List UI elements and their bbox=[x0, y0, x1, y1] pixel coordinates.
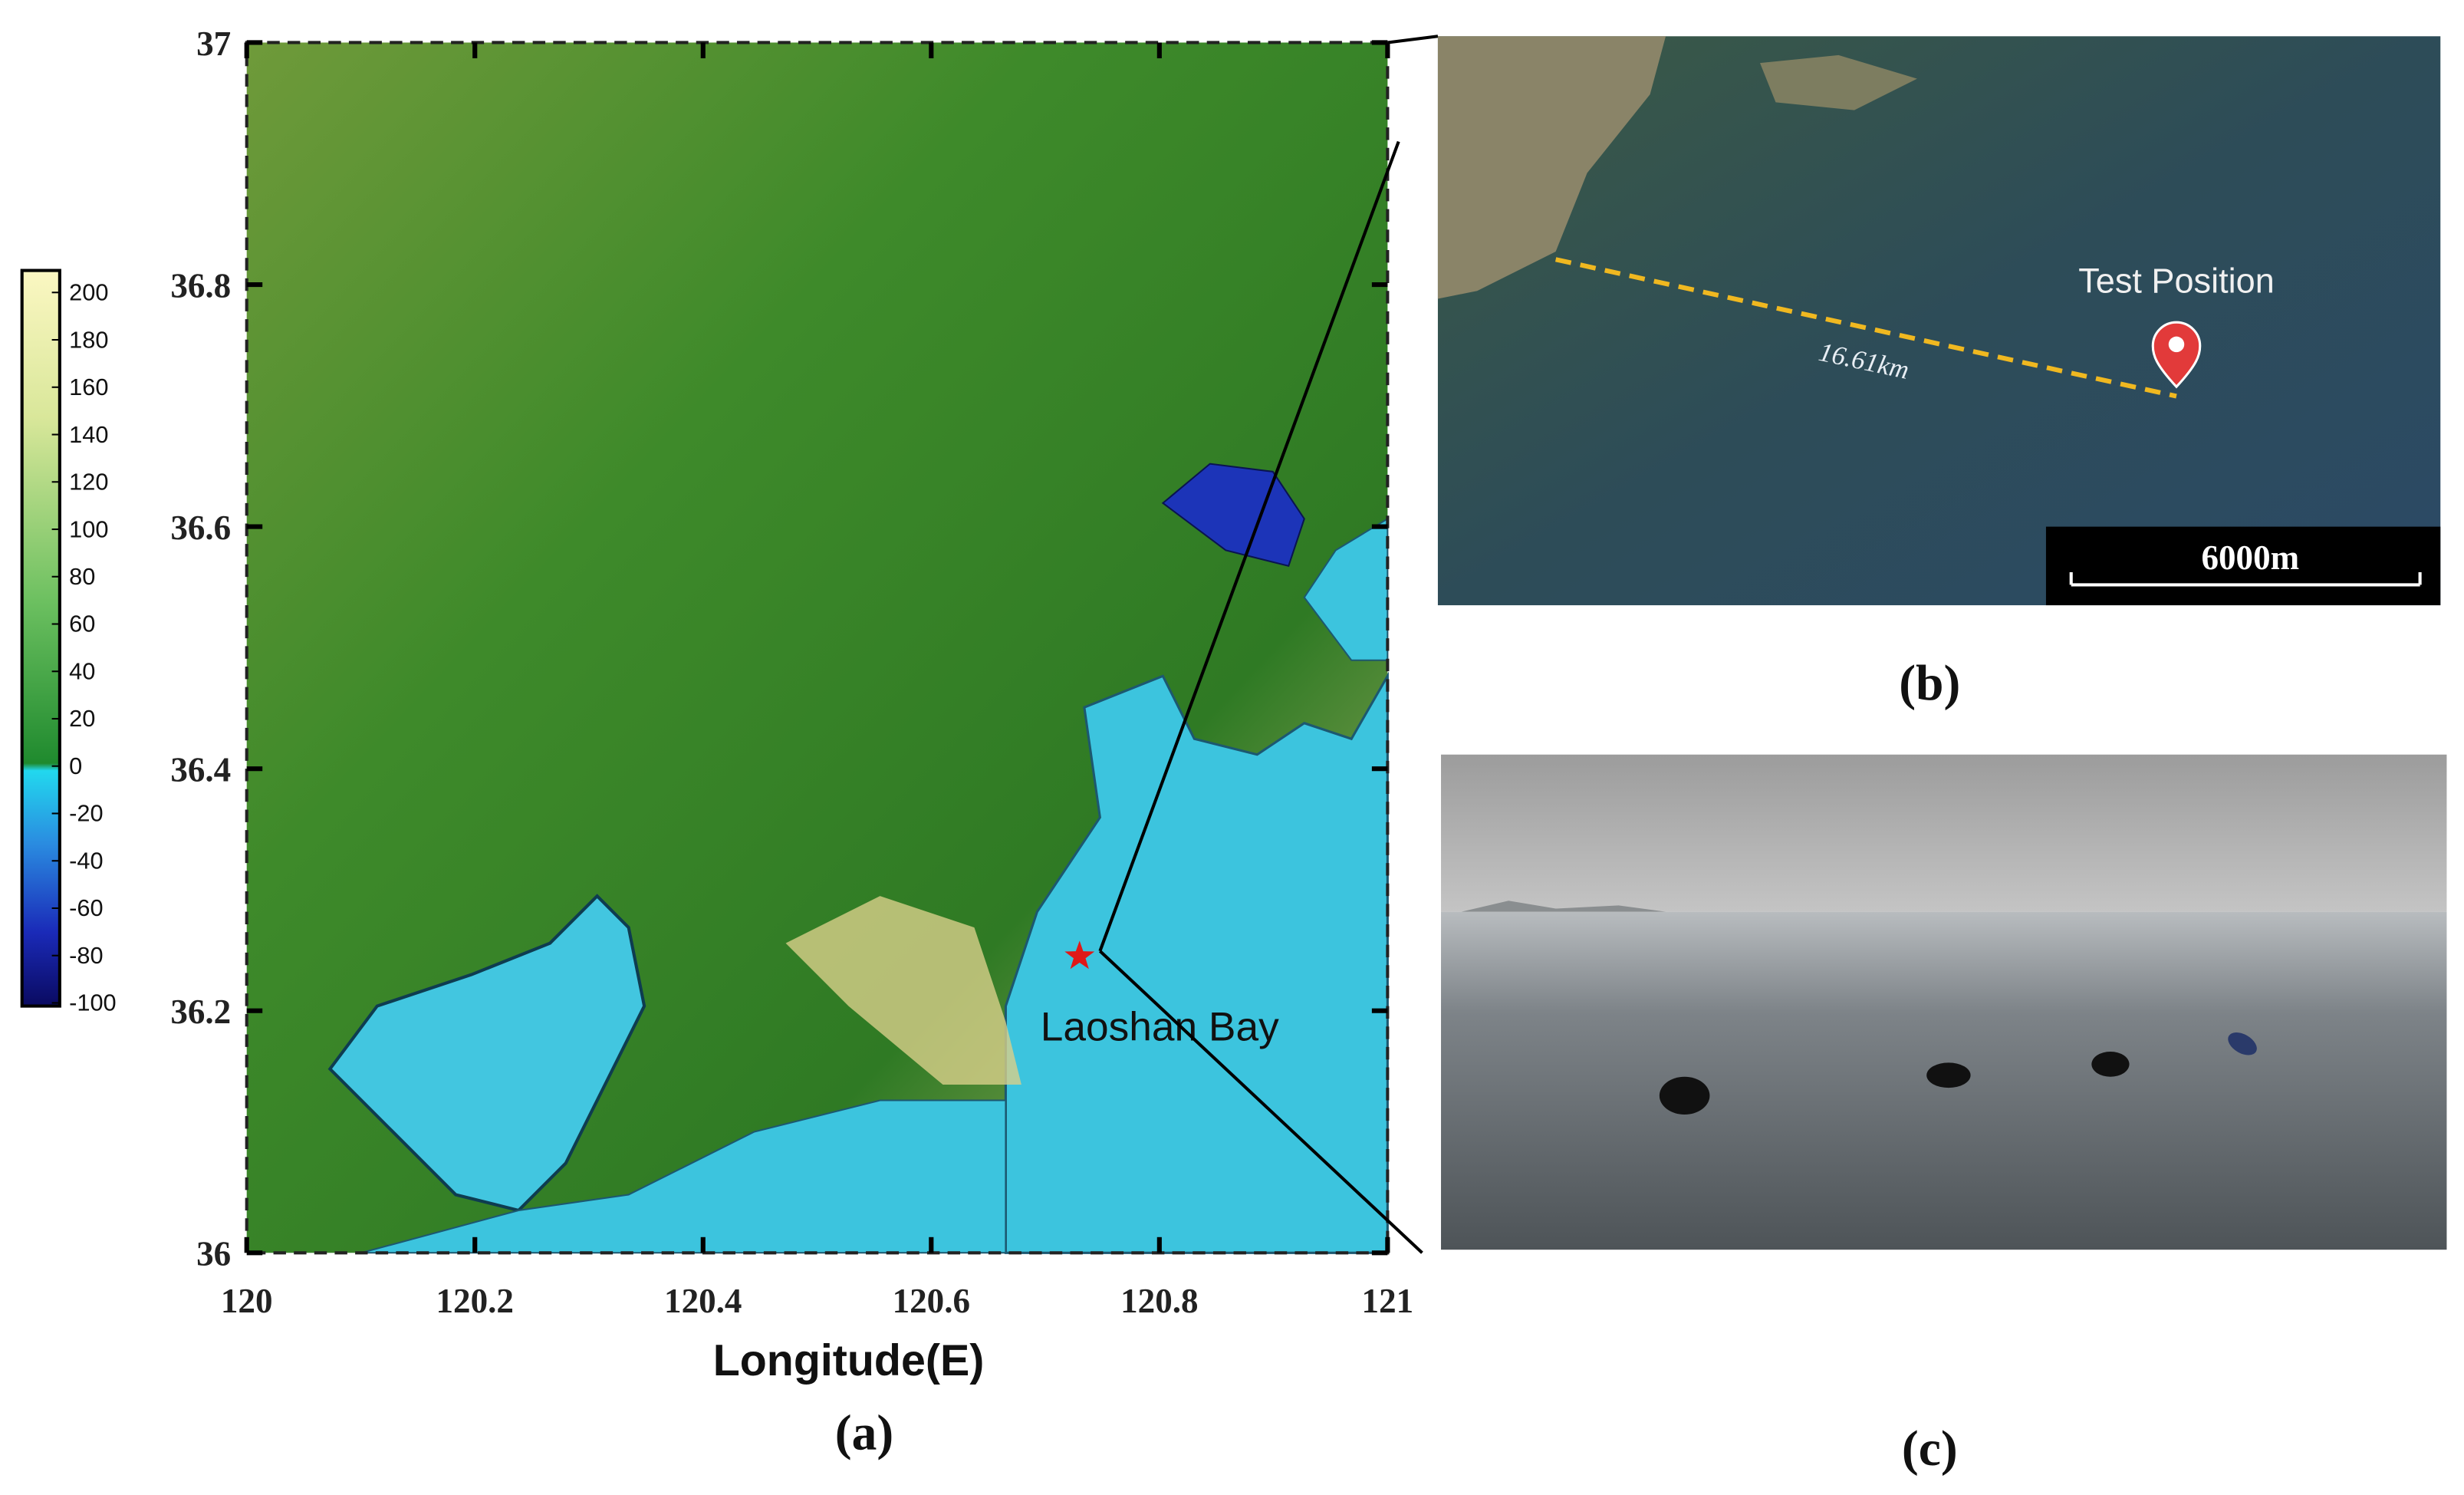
colorbar-tick-label: 0 bbox=[69, 752, 82, 779]
colorbar-tick-label: -60 bbox=[69, 894, 103, 921]
connector bbox=[1098, 140, 1400, 952]
bay bbox=[327, 894, 646, 1213]
pin-dot bbox=[2168, 336, 2185, 353]
colorbar-tick-label: 180 bbox=[69, 326, 108, 353]
y-tick-label: 36.2 bbox=[170, 993, 231, 1031]
buoy bbox=[2091, 1052, 2130, 1077]
y-tick-label: 36.6 bbox=[170, 509, 231, 547]
x-tick-label: 120.2 bbox=[436, 1282, 514, 1320]
colorbar-tick-label: -40 bbox=[69, 847, 103, 874]
colorbar-tick-label: 160 bbox=[69, 374, 108, 400]
colorbar-tick-label: 100 bbox=[69, 515, 108, 542]
colorbar-tick-label: -80 bbox=[69, 942, 103, 969]
sea bbox=[361, 1099, 1007, 1254]
connector bbox=[1387, 35, 1439, 44]
y-tick-label: 36 bbox=[196, 1235, 231, 1273]
buoy bbox=[1659, 1076, 1710, 1115]
x-tick-label: 120.4 bbox=[664, 1282, 742, 1320]
distance-line bbox=[1554, 257, 2177, 399]
colorbar-tick-label: 140 bbox=[69, 421, 108, 448]
scale-bar-label: 6000m bbox=[2201, 538, 2299, 577]
island bbox=[1760, 54, 1917, 110]
x-tick-label: 121 bbox=[1362, 1282, 1414, 1320]
scale-bar bbox=[2069, 572, 2422, 587]
x-axis-label: Longitude(E) bbox=[713, 1336, 985, 1385]
colorbar-tick-label: -20 bbox=[69, 800, 103, 827]
connector bbox=[1098, 950, 1423, 1254]
colorbar-tick-label: 40 bbox=[69, 658, 95, 685]
panel-label: (a) bbox=[835, 1405, 893, 1460]
plot-frame bbox=[245, 41, 1390, 1255]
colorbar-tick-label: 120 bbox=[69, 469, 108, 496]
location-pin bbox=[2151, 321, 2202, 389]
y-tick-label: 37 bbox=[196, 25, 231, 63]
colorbar-tick-label: 20 bbox=[69, 705, 95, 732]
coast bbox=[1437, 36, 1666, 299]
scale-bar-box bbox=[2045, 526, 2441, 606]
panel-label: (c) bbox=[1902, 1421, 1958, 1477]
colorbar-tick-label: 60 bbox=[69, 611, 95, 637]
y-tick-label: 36.8 bbox=[170, 266, 231, 305]
annotation: Laoshan Bay bbox=[1041, 1005, 1279, 1050]
panel-label: (b) bbox=[1899, 656, 1960, 711]
distant-hills bbox=[1461, 901, 1666, 912]
x-tick-label: 120.6 bbox=[893, 1282, 970, 1320]
sea bbox=[1303, 517, 1389, 661]
satellite-image: 16.61km Test Position 6000m bbox=[1437, 36, 2441, 606]
colorbar-tick-label: 200 bbox=[69, 279, 108, 306]
sky bbox=[1441, 754, 2447, 912]
buoy bbox=[1926, 1062, 1971, 1088]
x-tick-label: 120.8 bbox=[1120, 1282, 1198, 1320]
y-tick-label: 36.4 bbox=[170, 751, 231, 789]
marker-label: Test Position bbox=[2078, 261, 2275, 300]
x-tick-label: 120 bbox=[221, 1282, 273, 1320]
test-site-marker bbox=[1064, 940, 1095, 970]
colorbar-tick-label: 80 bbox=[69, 563, 95, 590]
photo bbox=[1441, 754, 2447, 1250]
colorbar-tick-label: -100 bbox=[69, 990, 116, 1016]
colorbar bbox=[20, 268, 61, 1008]
sea bbox=[1004, 671, 1389, 1254]
mountain bbox=[785, 896, 1021, 1085]
buoy bbox=[2228, 1032, 2257, 1055]
map: Laoshan Bay bbox=[245, 35, 1439, 1255]
